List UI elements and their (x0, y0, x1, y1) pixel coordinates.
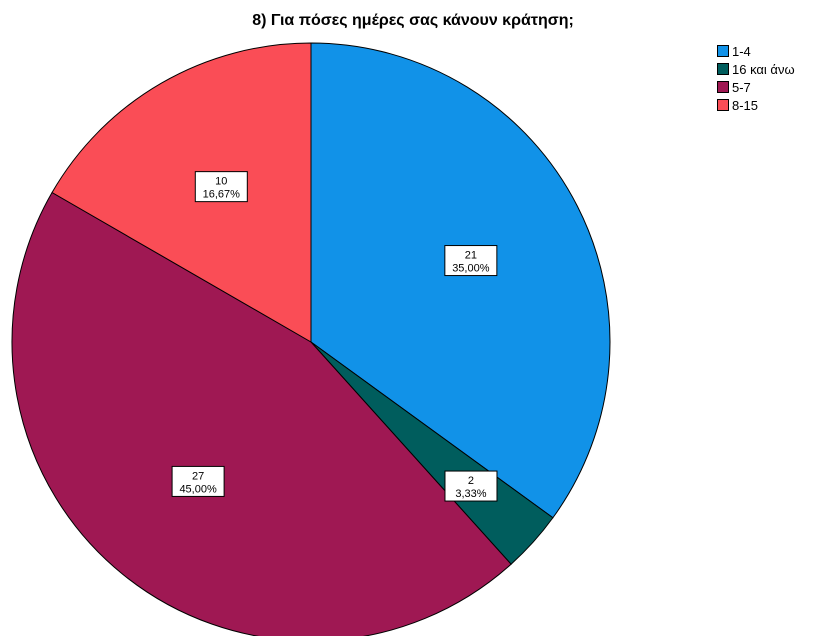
legend-label: 5-7 (732, 79, 751, 95)
data-label-1: 23,33% (444, 470, 498, 502)
data-label-percent: 16,67% (203, 189, 241, 201)
data-label-count: 27 (192, 470, 204, 482)
legend-label: 8-15 (732, 97, 759, 113)
legend-swatch (717, 63, 729, 75)
data-label-count: 10 (215, 176, 227, 188)
legend-label: 1-4 (732, 43, 751, 59)
legend-label: 16 και άνω (732, 61, 795, 77)
legend-swatch (717, 99, 729, 111)
legend-item-2: 5-7 (717, 79, 795, 95)
pie-slice-0 (310, 42, 611, 519)
legend-swatch (717, 81, 729, 93)
pie-slice-2 (11, 191, 512, 636)
data-label-count: 2 (468, 475, 474, 487)
data-label-percent: 35,00% (452, 263, 490, 275)
data-label-box (171, 465, 225, 497)
data-label-percent: 3,33% (455, 488, 486, 500)
data-label-percent: 45,00% (179, 483, 217, 495)
data-label-box (444, 245, 498, 277)
legend-item-1: 16 και άνω (717, 61, 795, 77)
pie-slice-3 (51, 42, 312, 343)
chart-title: 8) Για πόσες ημέρες σας κάνουν κράτηση; (252, 12, 574, 29)
data-label-box (194, 171, 248, 203)
data-label-box (444, 470, 498, 502)
legend: 1-4 16 και άνω 5-7 8-15 (717, 43, 795, 115)
legend-swatch (717, 45, 729, 57)
data-label-count: 21 (465, 250, 477, 262)
pie-slices (11, 42, 611, 636)
legend-item-3: 8-15 (717, 97, 795, 113)
legend-item-0: 1-4 (717, 43, 795, 59)
